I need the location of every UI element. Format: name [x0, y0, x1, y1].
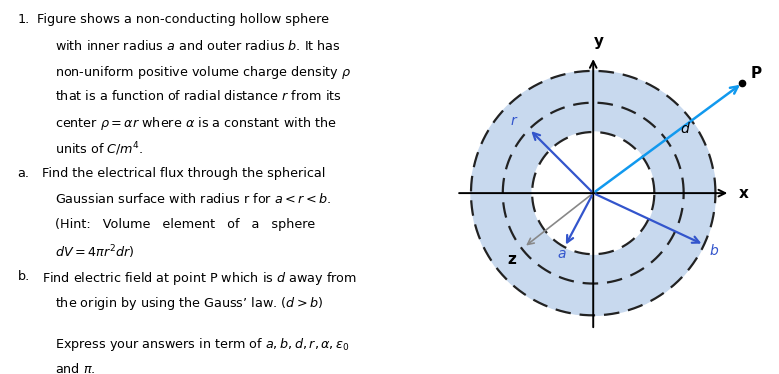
Text: $b$: $b$ — [709, 243, 719, 258]
Circle shape — [532, 132, 654, 254]
Text: z: z — [508, 252, 516, 267]
Text: Figure shows a non-conducting hollow sphere: Figure shows a non-conducting hollow sph… — [37, 13, 330, 26]
Text: center $\rho = \alpha r$ where $\alpha$ is a constant with the: center $\rho = \alpha r$ where $\alpha$ … — [55, 115, 337, 132]
Circle shape — [471, 71, 715, 315]
Text: a.: a. — [18, 167, 30, 180]
Text: x: x — [738, 186, 749, 200]
Text: that is a function of radial distance $r$ from its: that is a function of radial distance $r… — [55, 89, 342, 103]
Text: and $\pi$.: and $\pi$. — [55, 362, 96, 374]
Text: $dV = 4\pi r^2 dr$): $dV = 4\pi r^2 dr$) — [55, 243, 135, 261]
Text: Express your answers in term of $a, b, d, r, \alpha, \epsilon_0$: Express your answers in term of $a, b, d… — [55, 336, 350, 353]
Text: non-uniform positive volume charge density $\rho$: non-uniform positive volume charge densi… — [55, 64, 351, 81]
Text: 1.: 1. — [18, 13, 30, 26]
Text: the origin by using the Gauss’ law. ($d > b$): the origin by using the Gauss’ law. ($d … — [55, 295, 323, 312]
Text: b.: b. — [18, 270, 30, 283]
Text: y: y — [594, 34, 605, 49]
Text: Find the electrical flux through the spherical: Find the electrical flux through the sph… — [42, 167, 325, 180]
Text: $a$: $a$ — [557, 247, 567, 261]
Text: $d$: $d$ — [680, 121, 691, 136]
Text: $r$: $r$ — [509, 114, 518, 129]
Text: Gaussian surface with radius r for $a < r < b$.: Gaussian surface with radius r for $a < … — [55, 192, 331, 206]
Text: Find electric field at point P which is $d$ away from: Find electric field at point P which is … — [42, 270, 357, 287]
Text: (Hint:   Volume   element   of   a   sphere: (Hint: Volume element of a sphere — [55, 218, 315, 231]
Text: units of $C/m^4$.: units of $C/m^4$. — [55, 140, 144, 158]
Text: with inner radius $a$ and outer radius $b$. It has: with inner radius $a$ and outer radius $… — [55, 39, 340, 52]
Text: P: P — [751, 66, 762, 81]
